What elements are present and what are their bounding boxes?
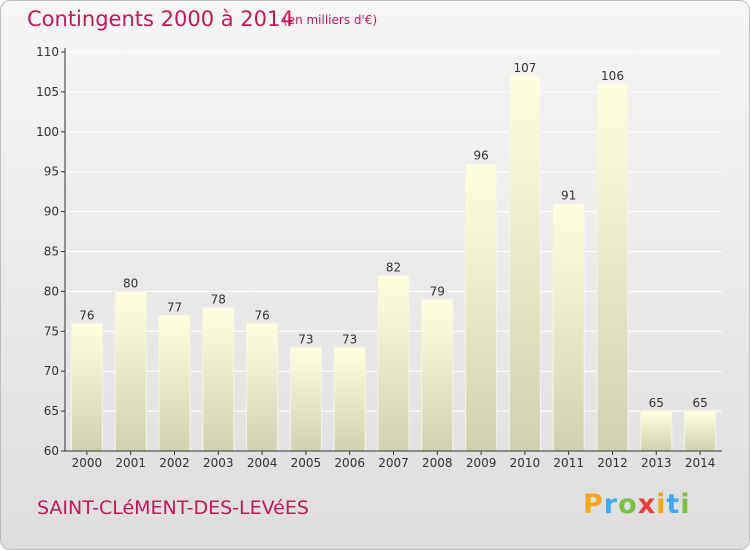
y-tick-label: 70	[44, 364, 59, 378]
bar-2011	[552, 203, 585, 452]
x-tick-label: 2000	[72, 456, 103, 470]
x-tick-label: 2011	[553, 456, 584, 470]
chart-title: Contingents 2000 à 2014	[27, 7, 294, 31]
x-tick-label: 2008	[422, 456, 453, 470]
value-label: 80	[123, 276, 138, 290]
value-label: 77	[167, 300, 182, 314]
value-label: 65	[692, 396, 707, 410]
y-tick-label: 60	[44, 444, 59, 458]
y-tick-label: 65	[44, 404, 59, 418]
logo-letter: i	[656, 489, 667, 520]
x-tick-label: 2013	[641, 456, 672, 470]
value-label: 78	[211, 292, 226, 306]
y-tick-label: 110	[36, 45, 59, 59]
x-tick-label: 2002	[159, 456, 190, 470]
bar-2013	[640, 410, 673, 452]
bar-2007	[377, 274, 410, 452]
y-tick-label: 85	[44, 245, 59, 259]
bar-2010	[508, 75, 541, 452]
x-tick-label: 2006	[334, 456, 365, 470]
x-tick-label: 2012	[597, 456, 628, 470]
bar-2006	[333, 346, 366, 452]
y-tick-label: 95	[44, 165, 59, 179]
bar-2009	[465, 163, 498, 452]
bars	[70, 75, 717, 452]
value-label: 107	[513, 61, 536, 75]
x-tick-label: 2007	[378, 456, 409, 470]
bar-2012	[596, 83, 629, 452]
bar-2004	[246, 322, 279, 452]
logo-letter: P	[583, 489, 604, 520]
logo-letter: o	[618, 489, 638, 520]
axes	[61, 48, 722, 455]
labels: 60 65 70 75 80 85 90 95 100 105 110 76 2000 80 2001 77 2…	[36, 45, 715, 470]
chart-subtitle: (en milliers d'€)	[283, 13, 378, 27]
bar-2008	[421, 298, 454, 452]
x-tick-label: 2010	[510, 456, 541, 470]
value-label: 73	[342, 332, 357, 346]
bar-2000	[70, 322, 103, 452]
logo-letter: t	[666, 489, 681, 520]
y-tick-label: 105	[36, 85, 59, 99]
bar-chart: 60 65 70 75 80 85 90 95 100 105 110 76 2000 80 2001 77 2…	[36, 45, 722, 470]
commune-name: SAINT-CLéMENT-DES-LEVéES	[37, 497, 309, 519]
bar-2001	[114, 290, 147, 452]
logo-letter: x	[637, 489, 657, 520]
value-label: 79	[430, 284, 445, 298]
x-tick-label: 2003	[203, 456, 234, 470]
value-label: 91	[561, 189, 576, 203]
value-label: 73	[298, 332, 313, 346]
x-tick-label: 2001	[115, 456, 146, 470]
x-tick-label: 2009	[466, 456, 497, 470]
bar-2003	[202, 306, 235, 452]
y-tick-label: 80	[44, 284, 59, 298]
proxiti-logo: Proxiti	[583, 489, 691, 520]
y-tick-label: 75	[44, 324, 59, 338]
value-label: 65	[649, 396, 664, 410]
value-label: 96	[473, 149, 488, 163]
bar-2005	[289, 346, 322, 452]
bar-2002	[158, 314, 191, 452]
value-label: 76	[79, 308, 94, 322]
logo-letter: r	[603, 489, 619, 520]
x-tick-label: 2005	[291, 456, 322, 470]
logo-letter: i	[680, 489, 691, 520]
value-label: 76	[254, 308, 269, 322]
bar-2014	[684, 410, 717, 452]
y-tick-label: 90	[44, 205, 59, 219]
x-tick-label: 2004	[247, 456, 278, 470]
x-tick-label: 2014	[685, 456, 716, 470]
value-label: 82	[386, 260, 401, 274]
value-label: 106	[601, 69, 624, 83]
y-tick-label: 100	[36, 125, 59, 139]
